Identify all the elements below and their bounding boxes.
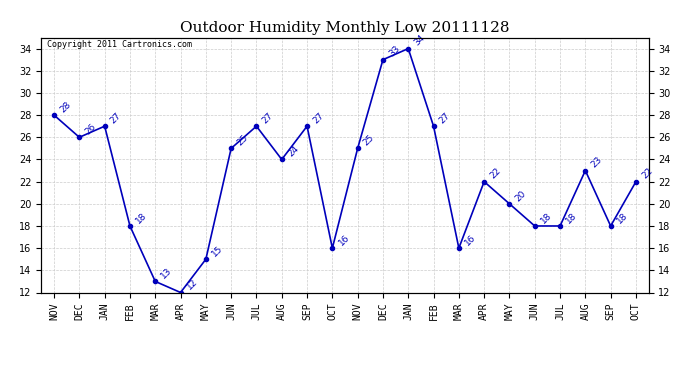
- Text: 22: 22: [640, 166, 654, 181]
- Text: 18: 18: [539, 211, 553, 225]
- Text: 27: 27: [311, 111, 326, 125]
- Text: 18: 18: [615, 211, 629, 225]
- Text: 26: 26: [83, 122, 98, 136]
- Text: Copyright 2011 Cartronics.com: Copyright 2011 Cartronics.com: [48, 40, 193, 49]
- Text: 27: 27: [109, 111, 124, 125]
- Title: Outdoor Humidity Monthly Low 20111128: Outdoor Humidity Monthly Low 20111128: [180, 21, 510, 35]
- Text: 25: 25: [362, 133, 376, 148]
- Text: 16: 16: [463, 233, 477, 248]
- Text: 25: 25: [235, 133, 250, 148]
- Text: 20: 20: [513, 189, 528, 203]
- Text: 13: 13: [159, 266, 174, 280]
- Text: 22: 22: [489, 166, 502, 181]
- Text: 33: 33: [387, 44, 402, 59]
- Text: 24: 24: [286, 144, 300, 159]
- Text: 18: 18: [134, 211, 148, 225]
- Text: 18: 18: [564, 211, 579, 225]
- Text: 28: 28: [58, 100, 72, 114]
- Text: 27: 27: [261, 111, 275, 125]
- Text: 34: 34: [413, 33, 427, 48]
- Text: 12: 12: [185, 278, 199, 292]
- Text: 15: 15: [210, 244, 224, 258]
- Text: 23: 23: [589, 155, 604, 170]
- Text: 16: 16: [337, 233, 351, 248]
- Text: 27: 27: [437, 111, 452, 125]
